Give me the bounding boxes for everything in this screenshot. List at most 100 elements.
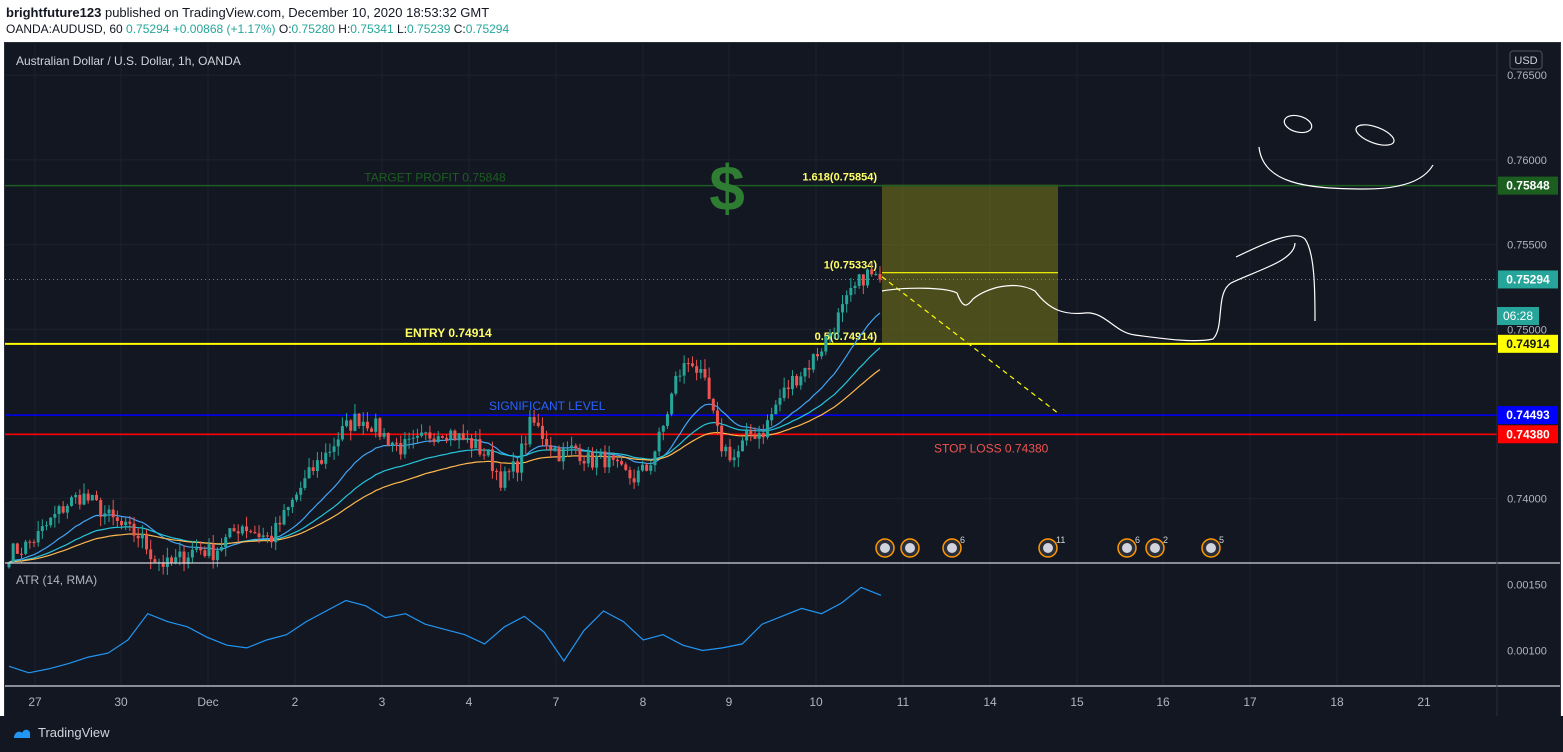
- tradingview-logo[interactable]: TradingView: [12, 725, 110, 740]
- candle-body: [499, 471, 503, 488]
- candle-body: [532, 417, 536, 423]
- publish-info: published on TradingView.com, December 1…: [104, 5, 490, 20]
- candle-body: [603, 451, 607, 468]
- candle-body: [678, 375, 682, 377]
- currency-button-label[interactable]: USD: [1514, 55, 1537, 67]
- candle-body: [40, 526, 44, 532]
- candle-body: [657, 431, 661, 452]
- axes: 27 30 Dec 2 3 4 7 8 9 10 11 14 15 16 17 18 21 0.76500 0.76…: [5, 43, 1560, 717]
- trade-zones: 1.618(0.75854) 1(0.75334) 0.5(0.74914): [802, 172, 1058, 344]
- candle-body: [149, 549, 153, 560]
- candle-body: [349, 420, 353, 431]
- high-label: H:: [338, 22, 351, 36]
- x-tick-label: 2: [292, 695, 299, 709]
- candle-body: [515, 461, 519, 473]
- candle-body: [240, 526, 244, 534]
- event-count-label: 2: [1163, 535, 1168, 545]
- freehand-hook: [1235, 235, 1316, 322]
- candle-body: [690, 363, 694, 367]
- y-tick-label: 0.74000: [1507, 494, 1547, 506]
- candle-body: [707, 377, 711, 399]
- event-count-label: 6: [960, 535, 965, 545]
- candle-body: [220, 547, 224, 551]
- candle-body: [549, 445, 553, 450]
- atr-pane: [8, 586, 882, 674]
- atr-line: [8, 586, 882, 674]
- candle-body: [82, 493, 86, 505]
- x-tick-label: 18: [1330, 695, 1344, 709]
- author-name[interactable]: brightfuture123: [6, 5, 102, 20]
- dollar-sign-icon: $: [709, 152, 745, 224]
- candle-body: [749, 430, 753, 435]
- countdown-value: 06:28: [1503, 309, 1533, 323]
- chart-frame[interactable]: 1.618(0.75854) 1(0.75334) 0.5(0.74914) TAR…: [4, 42, 1561, 718]
- candle-body: [732, 457, 736, 461]
- candle-body: [836, 312, 840, 333]
- level-price-tag-text: 0.75848: [1506, 179, 1550, 193]
- candle-body: [199, 548, 203, 551]
- candle-body: [495, 471, 499, 473]
- candle-body: [578, 448, 582, 462]
- candle-body: [586, 452, 590, 464]
- candle-body: [740, 440, 744, 452]
- candle-body: [420, 432, 424, 436]
- candle-body: [553, 447, 557, 450]
- level-price-tag: [1498, 334, 1558, 353]
- candle-body: [386, 432, 390, 446]
- flag-dot: [1043, 543, 1053, 553]
- candle-body: [870, 269, 874, 275]
- candle-body: [645, 464, 649, 471]
- candle-body: [103, 513, 107, 517]
- candle-body: [445, 437, 449, 440]
- candle-body: [132, 523, 136, 536]
- candle-body: [536, 422, 540, 426]
- candle-body: [874, 274, 878, 276]
- candle-body: [699, 368, 703, 373]
- candle-body: [270, 535, 274, 543]
- candle-body: [224, 537, 228, 548]
- x-tick-label: 10: [809, 695, 823, 709]
- candle-body: [482, 454, 486, 456]
- candle-body: [215, 550, 219, 561]
- fib-label: 0.5(0.74914): [815, 331, 878, 343]
- last-price: 0.75294: [126, 22, 170, 36]
- candle-body: [461, 433, 465, 440]
- level-price-tag-text: 0.74380: [1506, 427, 1550, 441]
- candle-body: [528, 417, 532, 445]
- currency-button[interactable]: USD: [1509, 50, 1543, 70]
- candle-body: [524, 443, 528, 445]
- tradingview-logo-icon: [14, 729, 31, 738]
- candle-body: [686, 363, 690, 365]
- candle-body: [253, 532, 257, 534]
- candle-body: [595, 456, 599, 468]
- candle-body: [390, 442, 394, 446]
- candle-body: [399, 443, 403, 455]
- candle-body: [628, 469, 632, 479]
- x-tick-label: 4: [466, 695, 473, 709]
- x-tick-label: 7: [553, 695, 560, 709]
- candle-body: [53, 514, 57, 518]
- candle-body: [165, 557, 169, 568]
- chart-svg[interactable]: 1.618(0.75854) 1(0.75334) 0.5(0.74914) TAR…: [5, 43, 1560, 717]
- last-price-tag-text: 0.75294: [1506, 272, 1550, 286]
- candle-body: [286, 507, 290, 511]
- candle-body: [186, 557, 190, 564]
- level-label: SIGNIFICANT LEVEL: [489, 399, 606, 413]
- candle-body: [715, 410, 719, 426]
- event-count-label: 5: [1219, 535, 1224, 545]
- candle-body: [182, 551, 186, 564]
- candle-body: [295, 494, 299, 500]
- candle-body: [236, 531, 240, 534]
- low-label: L:: [397, 22, 408, 36]
- candle-body: [632, 478, 636, 483]
- candle-body: [761, 432, 765, 438]
- moving-averages: [8, 312, 881, 563]
- candle-body: [736, 451, 740, 458]
- flag-dot: [1122, 543, 1132, 553]
- publish-line: brightfuture123 published on TradingView…: [6, 5, 489, 20]
- horizontal-levels: TARGET PROFIT 0.75848 0.75848 ENTRY 0.7491…: [5, 171, 1558, 455]
- candle-body: [20, 553, 24, 555]
- event-markers[interactable]: 6 11 6 2 5: [875, 535, 1224, 558]
- projection-dashed-line: [881, 276, 1059, 414]
- candle-body: [328, 451, 332, 453]
